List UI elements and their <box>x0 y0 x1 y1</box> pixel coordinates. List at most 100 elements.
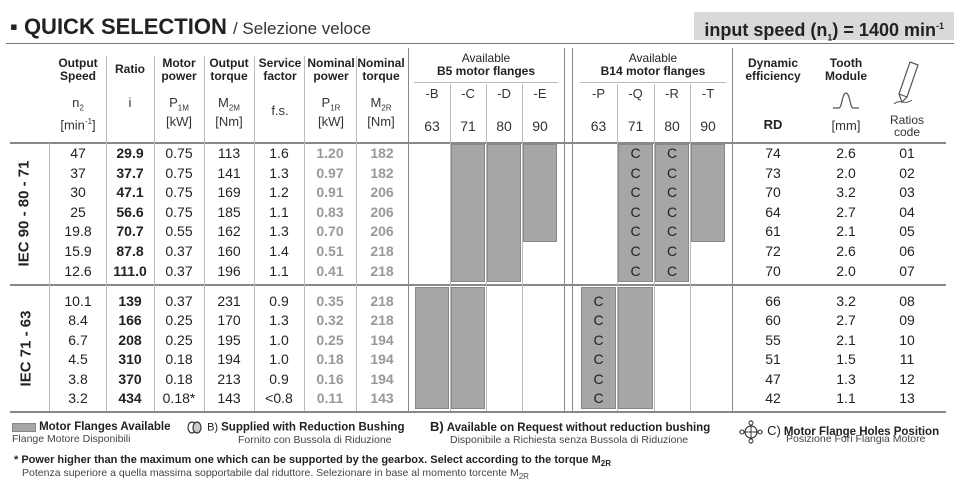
cell-m2r: 218 <box>370 262 394 279</box>
cell-mod: 2.0 <box>836 164 856 181</box>
title-bar: ▪ QUICK SELECTION / Selezione veloce inp… <box>6 6 954 44</box>
sym-m2m-text: M <box>218 95 229 110</box>
avail-b14-q-g2 <box>618 287 653 409</box>
cell-rd: 51 <box>765 351 781 368</box>
cell-m2m: 113 <box>217 145 241 161</box>
b14-divider-1 <box>617 84 618 411</box>
pencil-icon <box>893 61 919 105</box>
footnote-line1: * Power higher than the maximum one whic… <box>14 454 611 470</box>
legend-holes: C) Motor Flange Holes Position Posizione… <box>738 419 939 445</box>
b14-flange-t: -T <box>701 86 715 101</box>
cell-rd: 42 <box>765 390 781 406</box>
sym-p1m-text: P <box>169 95 178 110</box>
cell-m2r: 194 <box>370 331 394 348</box>
cell-i: 87.8 <box>116 243 144 259</box>
b14-title-underline <box>580 82 726 83</box>
cell-m2m: 231 <box>217 293 241 309</box>
cell-rd: 70 <box>765 184 781 201</box>
sym-n2: n2 [min-1] <box>52 96 104 131</box>
sym-m2r-text: M <box>370 95 382 110</box>
cell-n2: 10.1 <box>64 293 92 309</box>
cell-fs: 1.1 <box>269 262 289 279</box>
group-divider <box>10 284 946 286</box>
cell-p1r: 0.11 <box>316 390 344 406</box>
cell-code: 09 <box>899 312 915 329</box>
cell-m2r: 182 <box>370 145 394 161</box>
sym-fs: f.s. <box>271 103 289 118</box>
cell-fs: 1.3 <box>269 312 289 329</box>
cell-p1m: 0.37 <box>165 243 193 259</box>
col-divider-1 <box>106 56 107 411</box>
cell-p1r: 0.70 <box>316 223 344 240</box>
cell-fs: 1.3 <box>269 223 289 240</box>
cell-fs: 1.3 <box>269 164 289 181</box>
cell-p1r: 0.41 <box>316 262 344 279</box>
avail-b5-e-g1 <box>523 144 557 242</box>
hdr-nominal-power-l1: Nominal <box>307 56 355 70</box>
c-mark: C <box>593 331 604 348</box>
cell-p1m: 0.55 <box>165 223 193 240</box>
cell-i: 434 <box>118 390 142 406</box>
avail-b14-t-g1 <box>691 144 725 242</box>
cell-p1r: 0.51 <box>316 243 344 259</box>
legend-request-prefix: B) <box>430 419 444 434</box>
cell-i: 47.1 <box>116 184 144 201</box>
b14-flange-q: -Q <box>628 86 643 101</box>
cell-m2m: 141 <box>217 164 241 181</box>
speed-sup: -1 <box>935 21 944 31</box>
cell-m2m: 162 <box>217 223 241 240</box>
legend-bushing-sub: Fornito con Bussola di Riduzione <box>238 434 392 446</box>
hdr-nominal-power-l2: power <box>313 69 349 83</box>
legend-request-title: Available on Request without reduction b… <box>446 422 711 434</box>
cell-p1m: 0.18 <box>165 370 193 387</box>
cell-p1m: 0.37 <box>165 262 193 279</box>
b14-flange-p: -P <box>592 86 605 101</box>
group-label-iec-71-63: IEC 71 - 63 <box>17 310 35 387</box>
hdr-b14-l2: B14 motor flanges <box>600 64 706 78</box>
hdr-tooth-module-l2: Module <box>825 69 867 83</box>
cell-code: 01 <box>899 145 915 161</box>
cell-n2: 47 <box>70 145 86 161</box>
hdr-output-torque-l1: Output <box>209 56 249 70</box>
cell-fs: 1.0 <box>269 331 289 348</box>
cell-m2r: 194 <box>370 370 394 387</box>
sym-p1r-unit: [kW] <box>318 113 344 129</box>
col-divider-7 <box>408 48 409 411</box>
cell-mod: 2.6 <box>836 243 856 259</box>
hdr-service-factor: Service factor <box>255 57 305 83</box>
cell-code: 02 <box>899 164 915 181</box>
b14-size-71: 71 <box>627 118 644 134</box>
cell-m2m: 169 <box>217 184 241 201</box>
legend-grey-swatch <box>12 422 36 432</box>
cell-fs: 1.6 <box>269 145 289 161</box>
sym-p1m: P1M [kW] <box>156 96 202 128</box>
sym-ratios-code: Ratios code <box>882 114 932 138</box>
cell-p1r: 0.97 <box>316 164 344 181</box>
hdr-motor-power-l2: power <box>161 69 197 83</box>
cell-fs: <0.8 <box>265 390 293 406</box>
cell-i: 166 <box>118 312 142 329</box>
cell-n2: 12.6 <box>64 262 92 279</box>
speed-prefix: input speed (n <box>704 20 828 40</box>
cell-i: 111.0 <box>113 262 147 279</box>
hdr-service-factor-l1: Service <box>258 56 302 70</box>
sym-p1r: P1R [kW] <box>305 96 357 128</box>
c-mark: C <box>666 184 678 201</box>
footnote-line2-sub: 2R <box>518 472 529 482</box>
col-divider-8 <box>564 48 565 411</box>
col-divider-4 <box>254 56 255 411</box>
sym-n2-unit-sup: -1 <box>84 116 93 126</box>
b5-size-71: 71 <box>460 118 476 134</box>
sym-i: i <box>128 95 132 110</box>
flange-holes-icon <box>739 420 763 444</box>
cell-m2r: 218 <box>370 243 394 259</box>
footnote-line2: Potenza superiore a quella massima soppo… <box>22 467 529 483</box>
cell-rd: 74 <box>765 145 781 161</box>
cell-n2: 8.4 <box>68 312 88 329</box>
cell-m2r: 206 <box>370 203 394 220</box>
legend-available-sub: Flange Motore Disponibili <box>12 433 131 445</box>
col-divider-6 <box>356 56 357 411</box>
hdr-b5-l1: Available <box>461 51 511 65</box>
c-mark: C <box>666 262 678 279</box>
cell-rd: 55 <box>765 331 781 348</box>
